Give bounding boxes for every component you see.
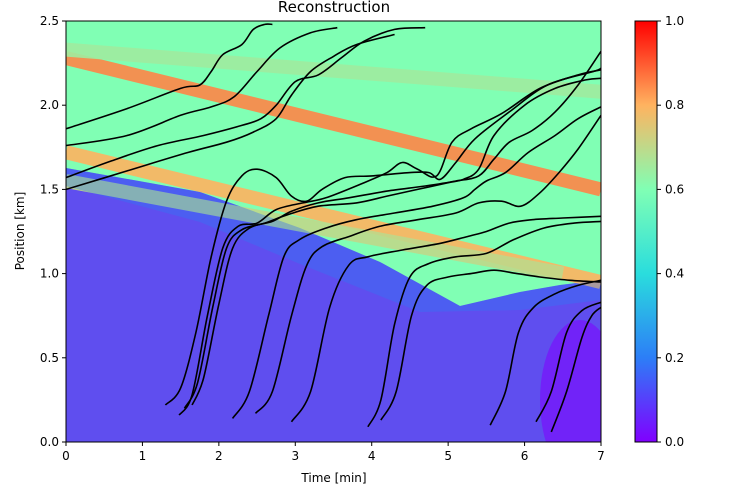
plot-frame	[65, 20, 602, 443]
trajectory-line	[254, 114, 601, 414]
x-tick-label: 4	[368, 449, 376, 463]
colorbar-tick-label: 0.8	[665, 98, 684, 112]
colorbar: 0.0 0.2 0.4 0.6 0.8 1.0	[634, 14, 684, 449]
trajectory-line	[66, 23, 273, 130]
colorbar-tick-label: 1.0	[665, 14, 684, 28]
heatmap-band	[66, 42, 601, 99]
trajectory-line	[66, 33, 395, 191]
trajectory-line	[178, 69, 601, 416]
trajectory-line	[231, 106, 601, 419]
x-tick-label: 7	[597, 449, 605, 463]
colorbar-gradient	[634, 20, 658, 443]
x-axis-label: Time [min]	[300, 471, 366, 485]
y-tick-label: 1.5	[40, 182, 59, 196]
y-axis-label: Position [km]	[13, 192, 27, 271]
trajectory-lines	[66, 23, 601, 433]
y-tick-label: 1.0	[40, 267, 59, 281]
colorbar-tick-label: 0.0	[665, 435, 684, 449]
trajectory-line	[191, 50, 601, 406]
y-axis: 0.0 0.5 1.0 1.5 2.0 2.5	[40, 14, 66, 449]
trajectory-line	[367, 220, 601, 428]
plot-area	[65, 20, 602, 443]
trajectory-line	[290, 215, 601, 423]
colorbar-tick-label: 0.6	[665, 182, 684, 196]
y-tick-label: 2.5	[40, 14, 59, 28]
colorbar-ticks: 0.0 0.2 0.4 0.6 0.8 1.0	[657, 14, 684, 449]
heatmap-transition-zone	[66, 168, 601, 312]
trajectory-line	[535, 301, 601, 423]
x-tick-label: 5	[444, 449, 452, 463]
x-axis: 0 1 2 3 4 5 6 7	[62, 442, 605, 463]
x-tick-label: 6	[521, 449, 529, 463]
x-tick-label: 0	[62, 449, 70, 463]
trajectory-line	[489, 279, 601, 426]
trajectory-line	[183, 77, 601, 409]
trajectory-line	[66, 26, 338, 147]
y-tick-label: 2.0	[40, 98, 59, 112]
trajectory-line	[550, 306, 601, 433]
chart-title: Reconstruction	[278, 0, 390, 16]
colorbar-tick-label: 0.4	[665, 267, 684, 281]
x-tick-label: 1	[139, 449, 147, 463]
trajectory-line	[164, 67, 601, 406]
x-tick-label: 3	[291, 449, 299, 463]
trajectory-line	[66, 26, 426, 179]
trajectory-line	[380, 269, 601, 421]
heatmap-band	[66, 174, 565, 281]
colorbar-tick-label: 0.2	[665, 351, 684, 365]
y-tick-label: 0.0	[40, 435, 59, 449]
x-tick-label: 2	[215, 449, 223, 463]
y-tick-label: 0.5	[40, 351, 59, 365]
